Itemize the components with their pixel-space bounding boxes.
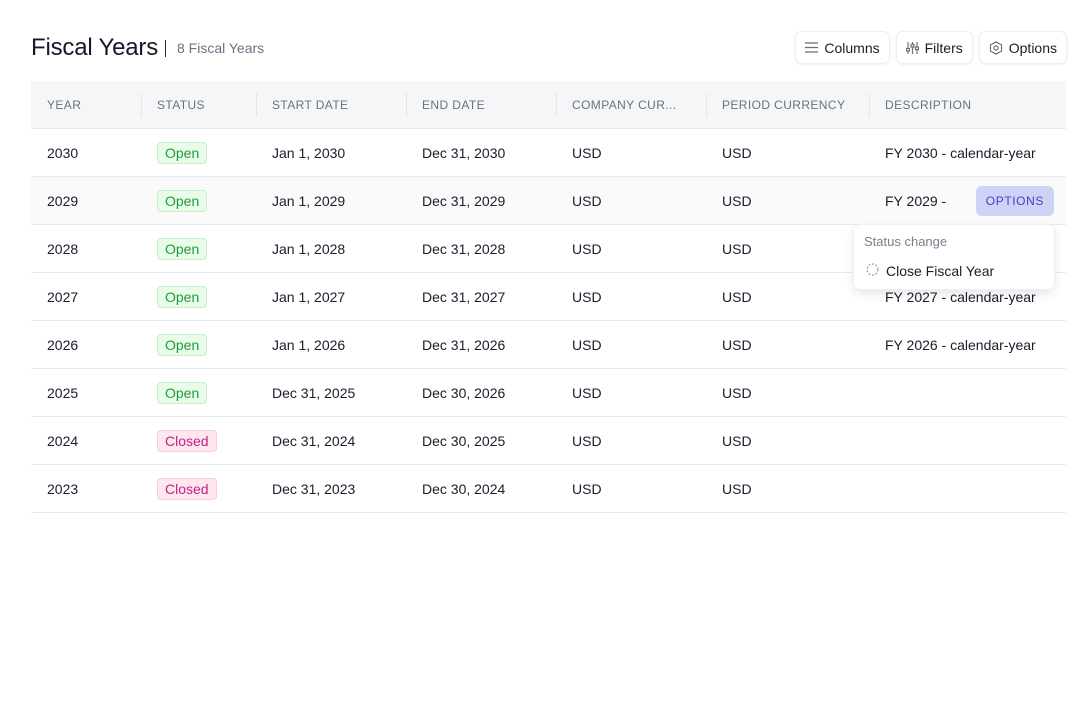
status-badge: Open: [157, 189, 208, 212]
dashed-circle-icon: [866, 263, 879, 279]
year-cell: 2028: [47, 240, 79, 257]
end-date-cell: Dec 31, 2029: [422, 192, 506, 209]
filters-button[interactable]: Filters: [896, 32, 972, 63]
table-header-row: YEAR STATUS START DATE END DATE COMPANY …: [31, 81, 1066, 129]
columns-icon: [805, 42, 819, 53]
company-currency-cell: USD: [572, 432, 602, 449]
period-currency-cell: USD: [722, 192, 752, 209]
period-currency-cell: USD: [722, 240, 752, 257]
description-cell: FY 2030 - calendar-year: [885, 144, 1036, 161]
table-row[interactable]: 2027 Open Jan 1, 2027 Dec 31, 2027 USD U…: [31, 273, 1066, 321]
table-row[interactable]: 2029 Open Jan 1, 2029 Dec 31, 2029 USD U…: [31, 177, 1066, 225]
start-date-cell: Dec 31, 2025: [272, 384, 356, 401]
period-currency-cell: USD: [722, 384, 752, 401]
description-cell: [869, 465, 1066, 513]
status-badge: Open: [157, 285, 208, 308]
column-header-year[interactable]: YEAR: [47, 97, 82, 112]
status-badge: Closed: [157, 477, 217, 500]
company-currency-cell: USD: [572, 288, 602, 305]
status-badge: Open: [157, 381, 208, 404]
fiscal-years-table: YEAR STATUS START DATE END DATE COMPANY …: [31, 81, 1066, 513]
column-header-company-currency[interactable]: COMPANY CUR...: [556, 81, 706, 129]
fiscal-years-count: 8 Fiscal Years: [177, 40, 265, 56]
description-cell: FY 2027 - calendar-year: [885, 288, 1036, 305]
table-row[interactable]: 2028 Open Jan 1, 2028 Dec 31, 2028 USD U…: [31, 225, 1066, 273]
period-currency-cell: USD: [722, 480, 752, 497]
table-row[interactable]: 2024 Closed Dec 31, 2024 Dec 30, 2025 US…: [31, 417, 1066, 465]
row-options-button[interactable]: OPTIONS: [975, 186, 1054, 216]
menu-section-heading: Status change: [864, 234, 948, 249]
start-date-cell: Dec 31, 2023: [272, 480, 356, 497]
end-date-cell: Dec 31, 2026: [422, 336, 506, 353]
end-date-cell: Dec 31, 2028: [422, 240, 506, 257]
company-currency-cell: USD: [572, 144, 602, 161]
company-currency-cell: USD: [572, 240, 602, 257]
column-header-status[interactable]: STATUS: [141, 81, 256, 129]
column-header-start-date[interactable]: START DATE: [256, 81, 406, 129]
start-date-cell: Jan 1, 2028: [272, 240, 346, 257]
description-cell: [869, 417, 1066, 465]
column-header-period-currency[interactable]: PERIOD CURRENCY: [706, 81, 869, 129]
toolbar: Columns Filters Options: [796, 32, 1066, 63]
columns-label: Columns: [824, 39, 880, 56]
end-date-cell: Dec 30, 2024: [422, 480, 506, 497]
end-date-cell: Dec 31, 2027: [422, 288, 506, 305]
company-currency-cell: USD: [572, 384, 602, 401]
page-header: Fiscal Years 8 Fiscal Years Columns Filt…: [31, 32, 1066, 64]
page-title: Fiscal Years: [31, 34, 158, 61]
status-badge: Open: [157, 333, 208, 356]
description-cell: FY 2029 -: [885, 192, 947, 209]
hexagon-gear-icon: [989, 40, 1003, 55]
start-date-cell: Dec 31, 2024: [272, 432, 356, 449]
period-currency-cell: USD: [722, 432, 752, 449]
company-currency-cell: USD: [572, 192, 602, 209]
sliders-icon: [905, 41, 919, 54]
description-cell: [869, 369, 1066, 417]
status-badge: Open: [157, 237, 208, 260]
options-label: Options: [1008, 39, 1057, 56]
year-cell: 2024: [47, 432, 79, 449]
menu-item-label: Close Fiscal Year: [886, 263, 995, 279]
period-currency-cell: USD: [722, 288, 752, 305]
company-currency-cell: USD: [572, 336, 602, 353]
table-row[interactable]: 2026 Open Jan 1, 2026 Dec 31, 2026 USD U…: [31, 321, 1066, 369]
row-options-menu: Status change Close Fiscal Year: [854, 225, 1054, 289]
year-cell: 2029: [47, 192, 79, 209]
table-row[interactable]: 2023 Closed Dec 31, 2023 Dec 30, 2024 US…: [31, 465, 1066, 513]
start-date-cell: Jan 1, 2027: [272, 288, 346, 305]
start-date-cell: Jan 1, 2026: [272, 336, 346, 353]
year-cell: 2026: [47, 336, 79, 353]
table-row[interactable]: 2025 Open Dec 31, 2025 Dec 30, 2026 USD …: [31, 369, 1066, 417]
period-currency-cell: USD: [722, 336, 752, 353]
close-fiscal-year-menu-item[interactable]: Close Fiscal Year: [858, 259, 1050, 283]
status-badge: Open: [157, 141, 208, 164]
year-cell: 2030: [47, 144, 79, 161]
year-cell: 2025: [47, 384, 79, 401]
table-row[interactable]: 2030 Open Jan 1, 2030 Dec 31, 2030 USD U…: [31, 129, 1066, 177]
column-header-end-date[interactable]: END DATE: [406, 81, 556, 129]
start-date-cell: Jan 1, 2029: [272, 192, 346, 209]
end-date-cell: Dec 30, 2026: [422, 384, 506, 401]
year-cell: 2027: [47, 288, 79, 305]
status-badge: Closed: [157, 429, 217, 452]
title-divider: [165, 40, 166, 57]
column-header-description[interactable]: DESCRIPTION: [869, 81, 1066, 129]
period-currency-cell: USD: [722, 144, 752, 161]
columns-button[interactable]: Columns: [796, 32, 889, 63]
options-button[interactable]: Options: [979, 32, 1066, 63]
year-cell: 2023: [47, 480, 79, 497]
end-date-cell: Dec 31, 2030: [422, 144, 506, 161]
filters-label: Filters: [924, 39, 963, 56]
start-date-cell: Jan 1, 2030: [272, 144, 346, 161]
end-date-cell: Dec 30, 2025: [422, 432, 506, 449]
description-cell: FY 2026 - calendar-year: [885, 336, 1036, 353]
company-currency-cell: USD: [572, 480, 602, 497]
